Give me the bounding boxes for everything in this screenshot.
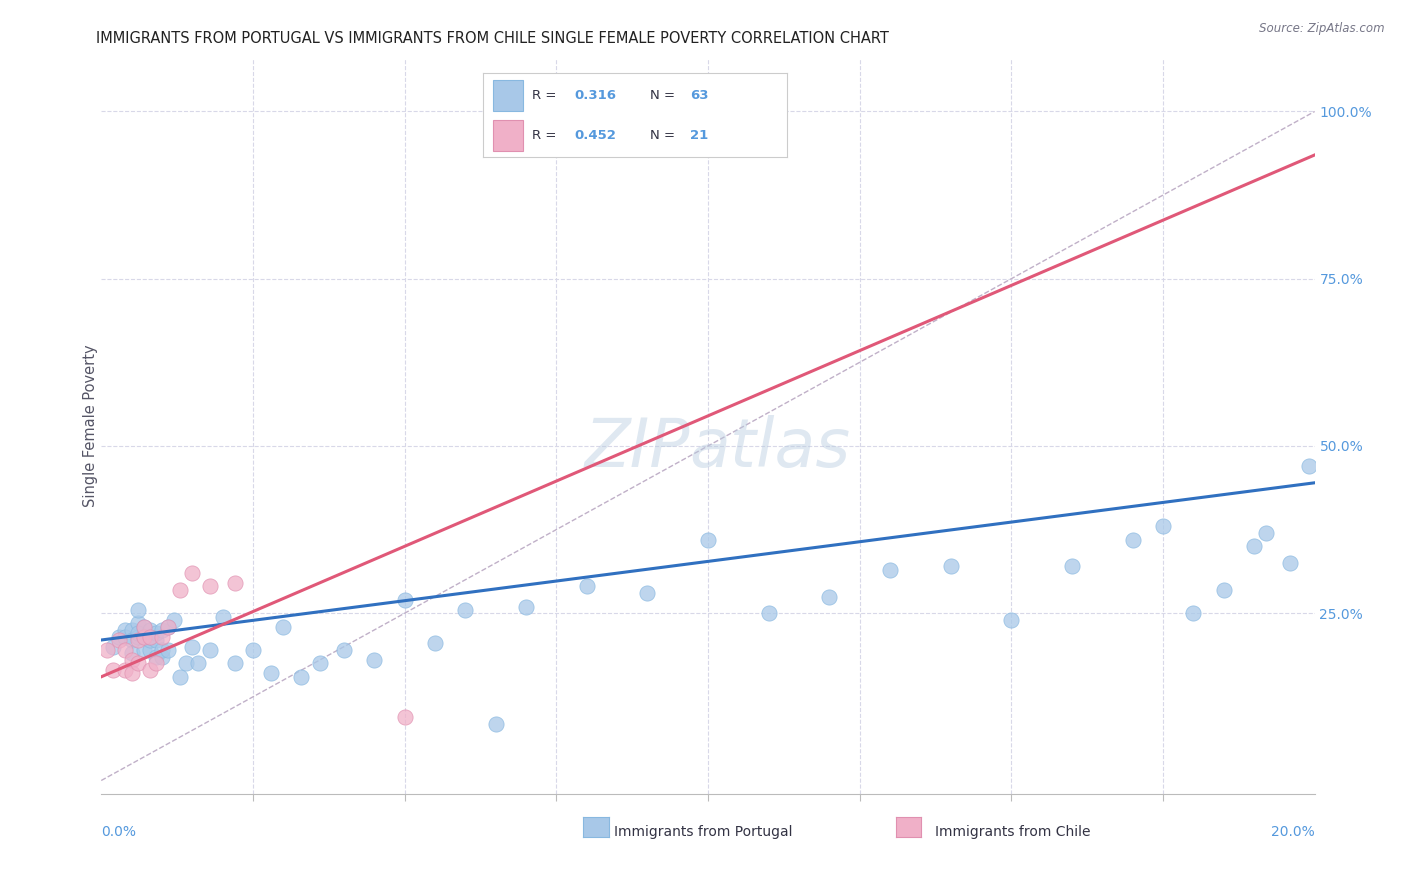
Point	[127, 616, 149, 631]
Point	[132, 619, 155, 633]
Point	[1122, 533, 1144, 547]
Point	[127, 626, 149, 640]
Point	[139, 643, 162, 657]
Point	[96, 643, 118, 657]
Point	[132, 619, 155, 633]
Point	[145, 649, 167, 664]
Point	[1279, 556, 1302, 570]
Point	[308, 657, 330, 671]
Point	[515, 599, 537, 614]
Point	[879, 563, 901, 577]
Point	[363, 653, 385, 667]
Point	[260, 666, 283, 681]
Point	[211, 609, 233, 624]
Point	[174, 657, 197, 671]
Point	[121, 646, 143, 660]
Point	[108, 630, 131, 644]
Point	[163, 613, 186, 627]
Point	[394, 710, 416, 724]
Point	[271, 619, 294, 633]
Point	[1182, 607, 1205, 621]
Point	[1060, 559, 1083, 574]
Point	[200, 643, 222, 657]
Point	[127, 603, 149, 617]
Point	[758, 607, 780, 621]
Point	[156, 619, 179, 633]
Point	[145, 657, 167, 671]
Text: 20.0%: 20.0%	[1271, 825, 1315, 839]
Point	[114, 623, 136, 637]
Point	[132, 630, 155, 644]
Point	[156, 619, 179, 633]
Point	[454, 603, 477, 617]
Point	[423, 636, 446, 650]
Point	[1243, 539, 1265, 553]
Point	[103, 640, 125, 654]
Point	[224, 576, 246, 591]
Point	[1212, 582, 1234, 597]
Point	[484, 716, 506, 731]
Text: Immigrants from Chile: Immigrants from Chile	[935, 825, 1090, 839]
Point	[181, 566, 204, 580]
Point	[139, 630, 162, 644]
Point	[150, 623, 173, 637]
Point	[818, 590, 841, 604]
Text: ZIP: ZIP	[585, 415, 690, 481]
Point	[575, 580, 598, 594]
Text: IMMIGRANTS FROM PORTUGAL VS IMMIGRANTS FROM CHILE SINGLE FEMALE POVERTY CORRELAT: IMMIGRANTS FROM PORTUGAL VS IMMIGRANTS F…	[96, 31, 889, 46]
Point	[127, 630, 149, 644]
Point	[108, 633, 131, 648]
Point	[200, 580, 222, 594]
Point	[1298, 458, 1320, 473]
Point	[127, 633, 149, 648]
Point	[145, 626, 167, 640]
Point	[114, 643, 136, 657]
Point	[127, 657, 149, 671]
Point	[333, 643, 356, 657]
Point	[150, 630, 173, 644]
Point	[114, 663, 136, 677]
Point	[939, 559, 962, 574]
Point	[114, 630, 136, 644]
Point	[169, 582, 191, 597]
Point	[169, 670, 191, 684]
Point	[150, 649, 173, 664]
Text: 0.0%: 0.0%	[101, 825, 136, 839]
Point	[1000, 613, 1022, 627]
Point	[187, 657, 209, 671]
Point	[145, 633, 167, 648]
Point	[242, 643, 264, 657]
Point	[139, 663, 162, 677]
Point	[150, 643, 173, 657]
Point	[121, 623, 143, 637]
Point	[1152, 519, 1174, 533]
Point	[103, 663, 125, 677]
Text: Source: ZipAtlas.com: Source: ZipAtlas.com	[1260, 22, 1385, 36]
Point	[697, 533, 720, 547]
Point	[394, 592, 416, 607]
Point	[181, 640, 204, 654]
Point	[156, 643, 179, 657]
Point	[224, 657, 246, 671]
Point	[132, 630, 155, 644]
Point	[290, 670, 312, 684]
Point	[636, 586, 658, 600]
Point	[139, 623, 162, 637]
Y-axis label: Single Female Poverty: Single Female Poverty	[83, 344, 97, 508]
Point	[132, 643, 155, 657]
Text: atlas: atlas	[690, 415, 851, 481]
Point	[139, 633, 162, 648]
Point	[1254, 525, 1277, 540]
Point	[121, 653, 143, 667]
Text: Immigrants from Portugal: Immigrants from Portugal	[614, 825, 792, 839]
Point	[139, 630, 162, 644]
Point	[121, 666, 143, 681]
Point	[121, 633, 143, 648]
